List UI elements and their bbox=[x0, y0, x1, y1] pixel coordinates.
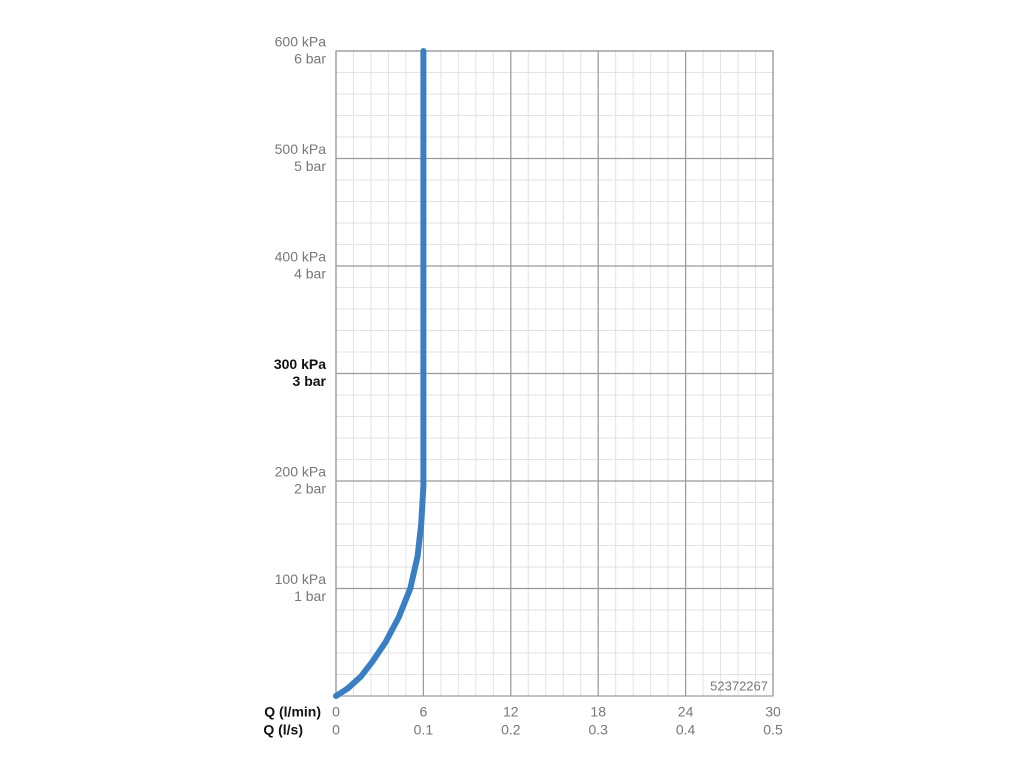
x-tick-label: 24 bbox=[678, 704, 694, 720]
y-tick-label: 500 kPa bbox=[275, 141, 327, 157]
y-tick-label: 300 kPa bbox=[274, 356, 326, 372]
annotation: 52372267 bbox=[710, 678, 768, 693]
x-tick-label: 30 bbox=[765, 704, 781, 720]
x2-tick-label: 0.1 bbox=[414, 722, 434, 738]
x-tick-label: 0 bbox=[332, 704, 340, 720]
y2-tick-label: 4 bar bbox=[294, 266, 326, 282]
x-tick-label: 6 bbox=[420, 704, 428, 720]
y2-tick-label: 5 bar bbox=[294, 158, 326, 174]
x2-axis-title: Q (l/s) bbox=[263, 722, 303, 738]
y-tick-label: 100 kPa bbox=[275, 571, 327, 587]
y2-tick-label: 2 bar bbox=[294, 481, 326, 497]
curve bbox=[333, 48, 427, 699]
x2-tick-label: 0.5 bbox=[763, 722, 783, 738]
x2-tick-label: 0.4 bbox=[676, 722, 696, 738]
x2-tick-label: 0.3 bbox=[588, 722, 608, 738]
y2-tick-label: 3 bar bbox=[293, 373, 327, 389]
plot-frame bbox=[335, 50, 774, 697]
x2-tick-label: 0 bbox=[332, 722, 340, 738]
x-tick-label: 12 bbox=[503, 704, 519, 720]
grid bbox=[335, 50, 774, 697]
y-tick-label: 400 kPa bbox=[275, 249, 327, 265]
x2-tick-label: 0.2 bbox=[501, 722, 521, 738]
y-tick-label: 600 kPa bbox=[275, 34, 327, 50]
y2-tick-label: 6 bar bbox=[294, 51, 326, 67]
y2-tick-label: 1 bar bbox=[294, 588, 326, 604]
x-tick-label: 18 bbox=[590, 704, 606, 720]
y-tick-label: 200 kPa bbox=[275, 464, 327, 480]
x-axis-title: Q (l/min) bbox=[264, 704, 321, 720]
